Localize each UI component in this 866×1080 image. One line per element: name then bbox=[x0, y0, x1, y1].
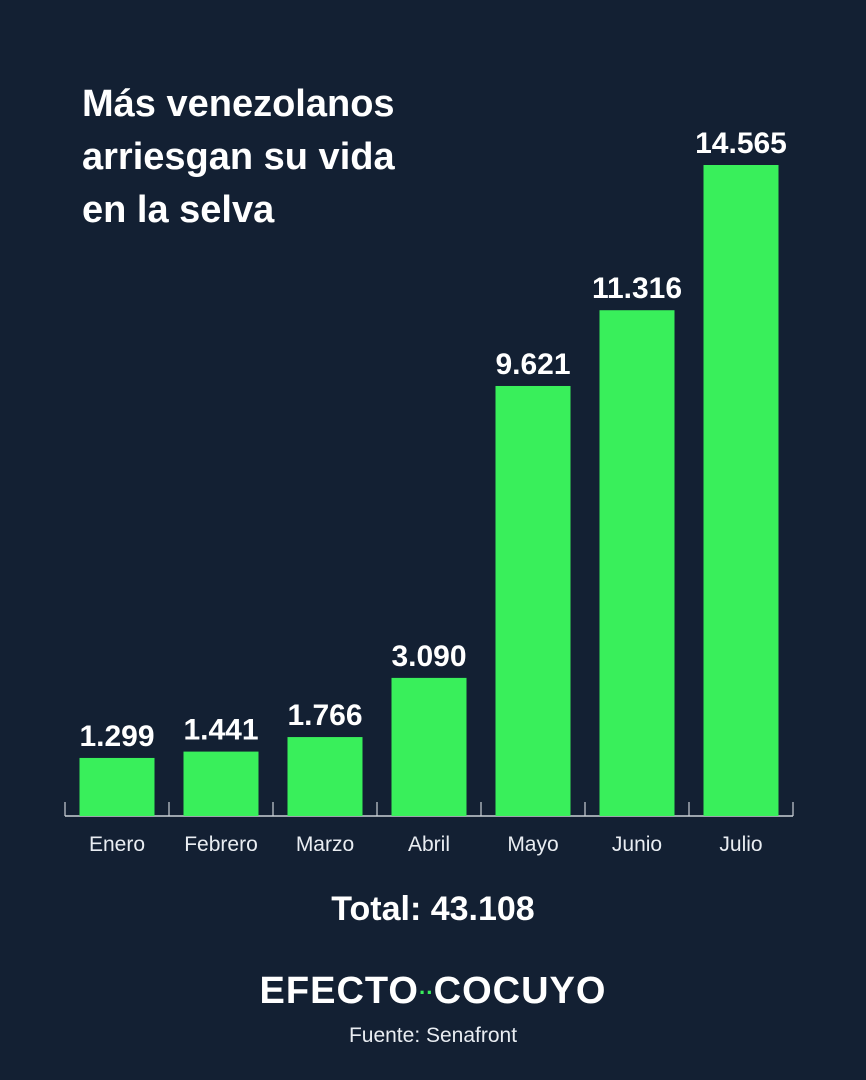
x-tick-label: Abril bbox=[408, 833, 450, 856]
source-label: Fuente: Senafront bbox=[348, 1024, 518, 1047]
data-label: 1.766 bbox=[287, 699, 362, 732]
title-line: Más venezolanos bbox=[82, 83, 395, 125]
data-label: 14.565 bbox=[695, 127, 787, 160]
bar bbox=[391, 677, 467, 816]
brand-right: COCUYO bbox=[433, 970, 607, 1012]
data-label: 9.621 bbox=[495, 348, 570, 381]
bar bbox=[79, 757, 155, 816]
brand-left: EFECTO bbox=[259, 970, 419, 1012]
total-label: Total: 43.108 bbox=[331, 890, 535, 928]
bar bbox=[495, 385, 571, 816]
bar bbox=[183, 751, 259, 816]
data-label: 3.090 bbox=[391, 640, 466, 673]
bar-chart: 1.299 Enero 1.441 Febrero 1.766 Marzo 3.090 Abr… bbox=[64, 127, 794, 856]
brand-dots-icon: ·· bbox=[418, 979, 434, 1005]
data-label: 1.299 bbox=[79, 720, 154, 753]
x-tick-label: Febrero bbox=[184, 833, 258, 856]
bar bbox=[287, 737, 363, 816]
x-tick-label: Marzo bbox=[296, 833, 354, 856]
data-label: 1.441 bbox=[183, 714, 258, 747]
x-tick-label: Junio bbox=[612, 833, 662, 856]
brand-logo: EFECTO··COCUYO bbox=[0, 970, 866, 1013]
bar bbox=[703, 165, 779, 816]
data-label: 11.316 bbox=[592, 272, 682, 305]
title-line: arriesgan su vida bbox=[82, 136, 395, 178]
x-tick-label: Mayo bbox=[507, 833, 558, 856]
title-line: en la selva bbox=[82, 189, 275, 231]
chart-title: Más venezolanos arriesgan su vida en la … bbox=[82, 78, 502, 237]
x-tick-label: Julio bbox=[719, 833, 762, 856]
x-tick-label: Enero bbox=[89, 833, 145, 856]
bar bbox=[599, 310, 675, 816]
